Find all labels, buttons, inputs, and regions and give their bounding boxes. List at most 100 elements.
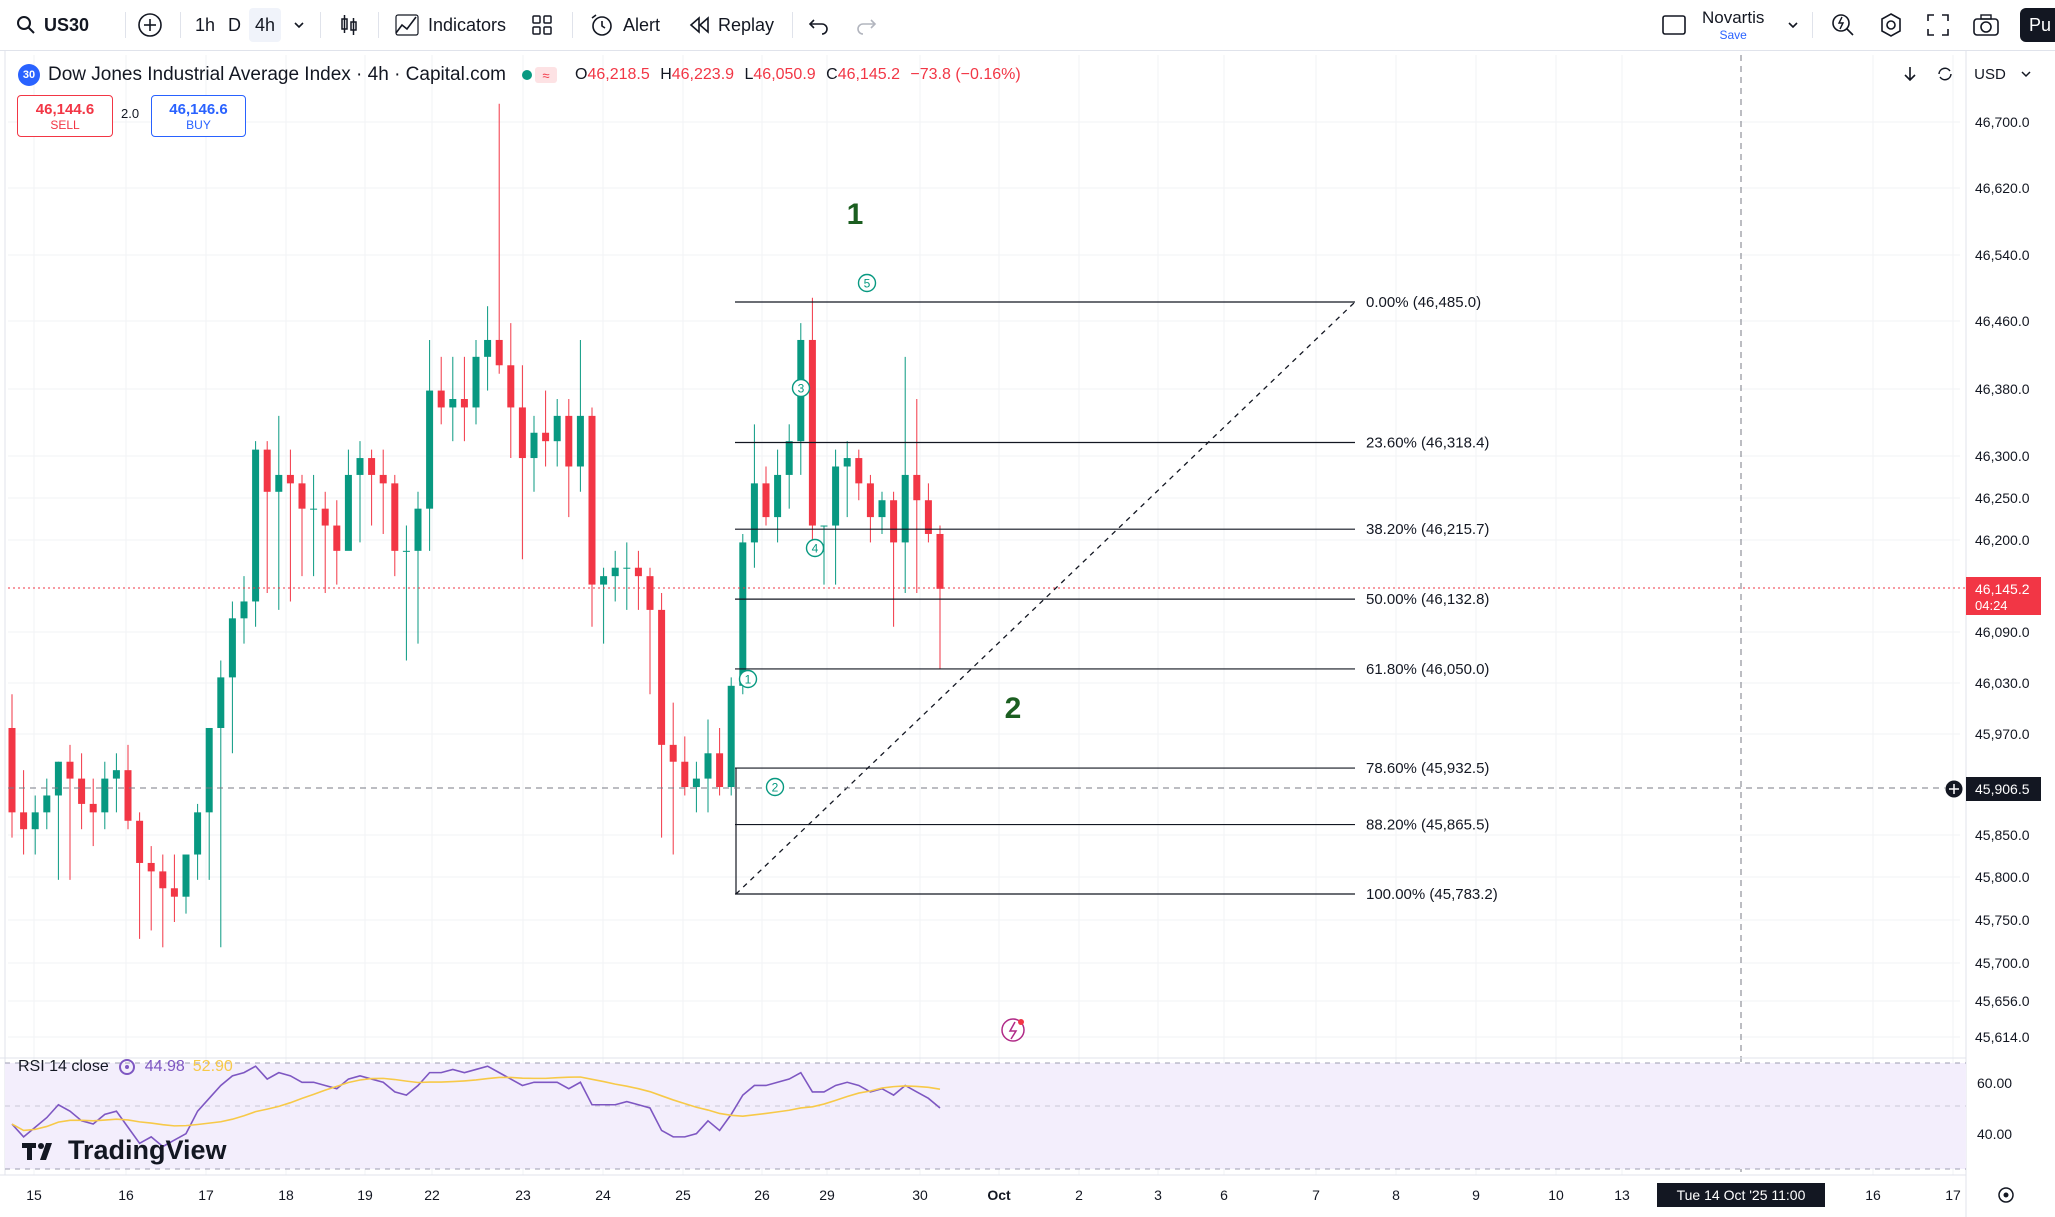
candle-body [681, 761, 689, 788]
layout-checkbox[interactable] [1661, 0, 1687, 50]
time-axis[interactable]: 15 16 17 18 19 22 23 24 25 26 29 30 Oct 2 3 6 7 8 9 10 13 16 1… [26, 1183, 2014, 1207]
market-status[interactable]: ≈ [522, 67, 557, 83]
currency-select[interactable]: USD [1968, 62, 2038, 86]
candle-body [136, 820, 144, 863]
price-label: 46,250.0 [1975, 490, 2030, 506]
candle-body [43, 795, 51, 813]
snapshot-button[interactable] [1972, 0, 2000, 50]
candle-body [530, 432, 538, 459]
buy-price: 46,146.6 [169, 100, 228, 118]
time-label: 17 [1945, 1187, 1961, 1203]
time-label: 16 [1865, 1187, 1881, 1203]
interval-d[interactable]: D [228, 14, 241, 35]
candle-body [634, 567, 642, 577]
candle-body [159, 871, 167, 889]
rsi-value: 44.98 [144, 1058, 185, 1075]
layout-dropdown[interactable] [1786, 0, 1800, 50]
price-label: 46,460.0 [1975, 313, 2030, 329]
time-axis-settings-dot [2003, 1192, 2009, 1198]
replay-button[interactable]: Replay [688, 0, 774, 50]
candle-body [565, 415, 573, 467]
scroll-to-end-button[interactable] [1897, 62, 1923, 86]
last-price-label: 46,145.2 [1975, 581, 2030, 597]
candle-body [182, 854, 190, 897]
candle-body [785, 441, 793, 475]
symbol-label: US30 [44, 14, 90, 35]
top-toolbar: US30 1h D 4h Indicators Alert Replay Nov… [0, 0, 2055, 51]
settings-button[interactable] [1878, 0, 1904, 50]
quick-search-button[interactable] [1830, 0, 1856, 50]
symbol-search[interactable]: US30 [16, 0, 89, 50]
candle-body [426, 390, 434, 509]
time-label: 26 [754, 1187, 770, 1203]
price-label: 46,300.0 [1975, 448, 2030, 464]
wave-small-label: 5 [864, 277, 871, 291]
rsi-settings-icon[interactable] [117, 1057, 137, 1077]
fullscreen-button[interactable] [1926, 0, 1950, 50]
wave-label-1: 1 [847, 198, 864, 231]
undo-icon [808, 19, 828, 35]
candle-body [263, 449, 271, 492]
candle-body [669, 744, 677, 762]
fib-level-label: 100.00% (45,783.2) [1366, 886, 1498, 903]
price-label: 45,656.0 [1975, 993, 2030, 1009]
templates-button[interactable] [530, 0, 554, 50]
event-notification-dot [1018, 1019, 1024, 1025]
price-label: 46,540.0 [1975, 247, 2030, 263]
change-value: −73.8 (−0.16%) [910, 66, 1021, 83]
gear-icon [1881, 13, 1901, 37]
price-label: 46,380.0 [1975, 381, 2030, 397]
undo-button[interactable] [808, 0, 830, 50]
candle-body [333, 525, 341, 551]
open-value: 46,218.5 [587, 66, 650, 83]
time-label: 8 [1392, 1187, 1400, 1203]
candle-body [716, 753, 724, 788]
crosshair-time-label: Tue 14 Oct '25 11:00 [1677, 1187, 1806, 1203]
rsi-label[interactable]: RSI 14 close [18, 1058, 109, 1075]
buy-button[interactable]: 46,146.6 BUY [151, 95, 246, 137]
candle-body [936, 533, 944, 589]
candle-body [774, 474, 782, 518]
time-label: 2 [1075, 1187, 1083, 1203]
arrow-down-icon [1904, 67, 1916, 82]
alert-button[interactable]: Alert [589, 0, 660, 50]
candle-body [8, 727, 16, 813]
time-label: 16 [118, 1187, 134, 1203]
alarm-clock-icon [591, 14, 612, 36]
fibonacci-retracement[interactable]: 0.00% (46,485.0) 23.60% (46,318.4) 38.20% … [735, 294, 1498, 903]
sell-button[interactable]: 46,144.6 SELL [17, 95, 113, 137]
candle-body [832, 466, 840, 526]
candle-body [623, 567, 631, 569]
candle-body [495, 339, 503, 366]
candle-body [727, 685, 735, 788]
chart-type-button[interactable] [337, 0, 361, 50]
price-label: 45,970.0 [1975, 726, 2030, 742]
fullscreen-icon [1927, 14, 1949, 36]
price-axis[interactable]: 46,700.0 46,620.0 46,540.0 46,460.0 46,380.0… [1944, 114, 2041, 1142]
rsi-axis-label: 40.00 [1977, 1126, 2012, 1142]
publish-button[interactable]: Pu [2020, 8, 2055, 42]
price-label: 45,850.0 [1975, 827, 2030, 843]
tradingview-logo[interactable]: TradingView [22, 1135, 227, 1166]
interval-dropdown[interactable] [292, 0, 306, 50]
interval-1h[interactable]: 1h [195, 14, 216, 35]
candle-body [20, 812, 28, 830]
candle-body [437, 390, 445, 408]
indicators-button[interactable]: Indicators [394, 0, 506, 50]
compare-button[interactable] [137, 0, 163, 50]
price-label: 46,620.0 [1975, 180, 2030, 196]
spread-value: 2.0 [121, 106, 140, 121]
redo-button[interactable] [855, 0, 877, 50]
time-label: 7 [1312, 1187, 1320, 1203]
wave-small-circle [738, 669, 758, 689]
legend-title[interactable]: Dow Jones Industrial Average Index · 4h … [48, 64, 506, 85]
auto-scale-button[interactable] [1932, 62, 1958, 86]
low-key: L [744, 66, 754, 83]
candle-body [576, 415, 584, 467]
magnifier-bolt-icon [1832, 14, 1854, 36]
layout-name[interactable]: Novartis Save [1702, 8, 1764, 42]
price-label: 46,090.0 [1975, 624, 2030, 640]
interval-4h[interactable]: 4h [249, 8, 282, 42]
sell-label: SELL [50, 117, 80, 132]
